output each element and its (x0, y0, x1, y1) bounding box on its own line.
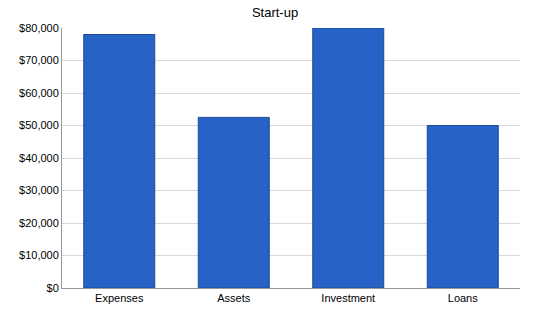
svg-text:$10,000: $10,000 (19, 249, 59, 261)
svg-text:$80,000: $80,000 (19, 22, 59, 34)
svg-text:$30,000: $30,000 (19, 184, 59, 196)
svg-text:$60,000: $60,000 (19, 87, 59, 99)
svg-text:$50,000: $50,000 (19, 119, 59, 131)
svg-text:Investment: Investment (321, 292, 375, 304)
svg-text:Expenses: Expenses (95, 292, 144, 304)
svg-text:$40,000: $40,000 (19, 152, 59, 164)
svg-text:Start-up: Start-up (252, 5, 298, 20)
svg-text:$20,000: $20,000 (19, 217, 59, 229)
svg-text:Assets: Assets (217, 292, 251, 304)
svg-text:$70,000: $70,000 (19, 54, 59, 66)
svg-text:Loans: Loans (448, 292, 478, 304)
svg-text:$0: $0 (47, 282, 59, 294)
